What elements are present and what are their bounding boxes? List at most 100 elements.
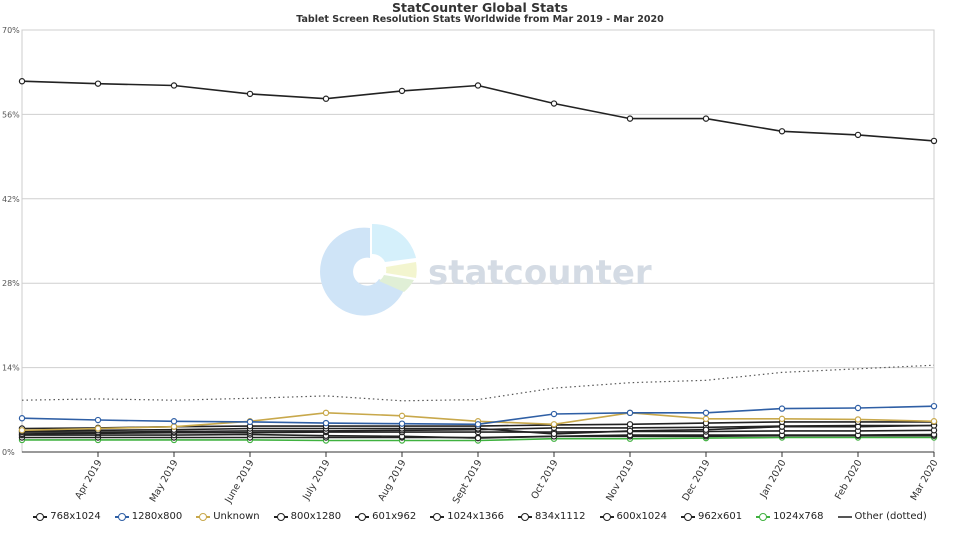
watermark-logo-slice-cyan <box>372 223 416 262</box>
legend-label: Other (dotted) <box>854 511 927 522</box>
legend-item[interactable]: Unknown <box>196 511 260 522</box>
legend-item[interactable]: Other (dotted) <box>837 511 927 522</box>
data-point <box>246 90 254 98</box>
legend-item[interactable]: 962x601 <box>680 511 742 522</box>
watermark-logo-slice-green <box>379 275 414 292</box>
data-point <box>322 95 330 102</box>
plot-frame <box>21 29 935 453</box>
data-point <box>854 404 862 412</box>
data-point <box>626 409 634 417</box>
series-line <box>21 80 935 142</box>
legend-item[interactable]: 1280x800 <box>114 511 182 522</box>
data-point <box>702 409 710 417</box>
legend-label: 600x1024 <box>616 511 667 522</box>
legend-item[interactable]: 600x1024 <box>599 511 667 522</box>
y-tick-label: 14% <box>2 364 20 373</box>
legend-marker-icon <box>355 512 370 522</box>
legend-label: 834x1112 <box>535 511 586 522</box>
x-tick-label: Dec 2019 <box>680 458 712 503</box>
data-point <box>702 426 710 433</box>
legend-marker-icon <box>756 512 771 522</box>
data-point <box>778 415 786 423</box>
data-point <box>170 82 178 89</box>
data-point <box>474 434 482 442</box>
legend-marker-icon <box>196 512 211 522</box>
watermark-text: statcounter <box>428 253 652 293</box>
x-tick-label: June 2019 <box>223 458 257 506</box>
data-point <box>170 418 178 425</box>
data-point <box>94 416 102 424</box>
y-tick-label: 42% <box>2 195 20 204</box>
watermark-logo-slice-blue <box>320 227 404 316</box>
legend-label: Unknown <box>213 511 260 522</box>
legend-marker-icon <box>837 512 852 522</box>
data-point <box>18 427 26 434</box>
legend-label: 800x1280 <box>290 511 342 522</box>
series-layer <box>18 78 938 444</box>
legend-item[interactable]: 1024x768 <box>756 511 824 522</box>
chart-subtitle: Tablet Screen Resolution Stats Worldwide… <box>296 14 664 25</box>
data-point <box>702 415 710 423</box>
data-point <box>398 412 406 420</box>
series-1280x800 <box>18 402 938 428</box>
legend-marker-icon <box>518 512 533 522</box>
watermark-logo-slice-yellow <box>386 262 417 278</box>
series-line <box>21 364 935 402</box>
legend-item[interactable]: 1024x1366 <box>430 511 504 522</box>
data-point <box>474 421 482 428</box>
data-point <box>778 128 786 135</box>
data-point <box>626 427 634 435</box>
data-point <box>930 418 938 425</box>
x-tick-label: Oct 2019 <box>529 458 560 501</box>
data-point <box>550 430 558 438</box>
y-tick-label: 70% <box>2 26 20 35</box>
legend-item[interactable]: 834x1112 <box>518 511 586 522</box>
data-point <box>398 420 406 427</box>
legend-marker-icon <box>599 512 614 522</box>
data-point <box>322 419 330 427</box>
legend-label: 1024x1366 <box>447 511 505 522</box>
x-tick-label: Feb 2020 <box>833 458 865 502</box>
y-tick-label: 56% <box>2 110 20 119</box>
data-point <box>550 100 558 107</box>
chart-title: StatCounter Global Stats <box>392 0 568 15</box>
data-point <box>94 80 102 87</box>
data-point <box>474 82 482 89</box>
statcounter-watermark: statcounter <box>320 223 652 316</box>
data-point <box>550 421 558 428</box>
x-tick-label: Jan 2020 <box>758 458 789 501</box>
data-point <box>170 423 178 430</box>
series-other-dotted <box>21 364 935 402</box>
data-point <box>18 78 26 85</box>
data-point <box>854 131 862 139</box>
legend-marker-icon <box>114 512 129 522</box>
data-point <box>854 416 862 423</box>
data-point <box>94 425 102 432</box>
data-point <box>626 115 634 122</box>
x-tick-label: Mar 2020 <box>909 458 941 503</box>
legend-item[interactable]: 800x1280 <box>273 511 342 522</box>
data-point <box>246 418 254 426</box>
legend-marker-icon <box>33 512 48 522</box>
grid-layer <box>21 29 935 453</box>
x-tick-label: Nov 2019 <box>604 458 636 503</box>
chart-legend: 768x1024 1280x800 Unknown 800x1280 601x962 10… <box>0 511 960 522</box>
legend-item[interactable]: 768x1024 <box>33 511 101 522</box>
legend-marker-icon <box>273 512 288 522</box>
data-point <box>702 115 710 122</box>
y-tick-label: 0% <box>2 448 15 457</box>
legend-label: 601x962 <box>372 511 417 522</box>
legend-item[interactable]: 601x962 <box>355 511 416 522</box>
data-point <box>322 409 330 417</box>
data-point <box>930 137 938 145</box>
x-tick-label: May 2019 <box>148 458 181 504</box>
x-tick-label: Aug 2019 <box>376 458 408 503</box>
data-point <box>18 415 26 422</box>
x-tick-label: Apr 2019 <box>73 458 104 501</box>
legend-label: 1024x768 <box>773 511 824 522</box>
data-point <box>930 402 938 410</box>
data-point <box>398 87 406 95</box>
legend-label: 768x1024 <box>50 511 101 522</box>
x-tick-label: Sept 2019 <box>451 458 485 506</box>
data-point <box>626 421 634 428</box>
